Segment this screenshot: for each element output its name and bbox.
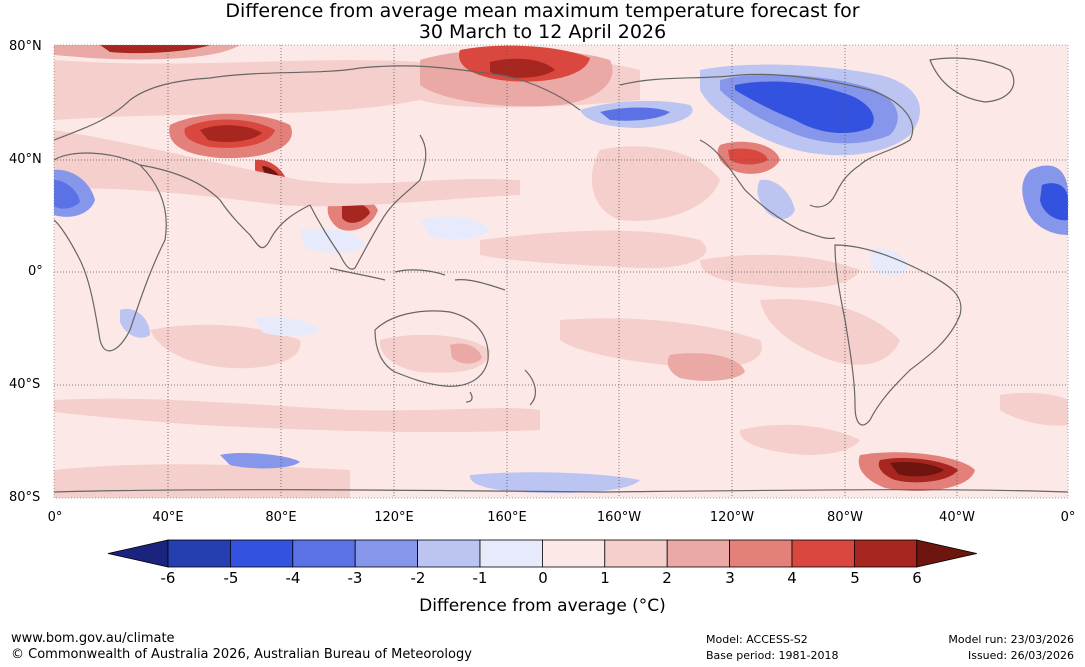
lon-label-40w: 40°W [939,510,975,525]
colorbar-segment [854,539,918,568]
lon-label-0-left: 0° [47,510,63,525]
lon-label-160e: 160°E [487,510,527,525]
colorbar-tick: 1 [600,569,610,587]
map-title-line2: 30 March to 12 April 2026 [418,21,667,43]
footer-issued: Issued: 26/03/2026 [967,649,1074,662]
footer-copyright: © Commonwealth of Australia 2026, Austra… [11,647,472,662]
colorbar-segment [229,539,294,568]
colorbar-arrow-high [916,539,977,568]
colorbar-segment [479,539,543,568]
graticule [54,45,1068,498]
lon-label-80w: 80°W [827,510,863,525]
footer-model: Model: ACCESS-S2 [706,633,808,646]
colorbar-tick: 6 [912,569,922,587]
colorbar-tick: -5 [223,569,239,587]
lon-label-160w: 160°W [596,510,642,525]
lat-label-0: 0° [28,264,43,279]
colorbar-tick: 5 [850,569,860,587]
colorbar-segment [354,539,419,568]
colorbar-segment [417,539,481,568]
colorbar-tick: -2 [410,569,426,587]
colorbar [107,539,977,568]
colorbar-tick: 4 [787,569,797,587]
lat-label-80n: 80°N [9,39,42,54]
colorbar-tick: 0 [538,569,548,587]
lat-label-40s: 40°S [9,377,41,392]
colorbar-segment [729,539,793,568]
colorbar-tick: 2 [662,569,672,587]
map-title-line1: Difference from average mean maximum tem… [225,0,860,22]
colorbar-tick: -1 [472,569,488,587]
footer-model-run: Model run: 23/03/2026 [948,633,1074,646]
colorbar-tick: -6 [160,569,176,587]
lon-label-120e: 120°E [374,510,414,525]
lon-label-40e: 40°E [152,510,184,525]
colorbar-label: Difference from average (°C) [419,596,666,616]
colorbar-segment [542,539,606,568]
colorbar-segment [791,539,855,568]
map-frame [53,44,1069,499]
footer-website: www.bom.gov.au/climate [11,631,175,646]
colorbar-tick: -3 [347,569,363,587]
colorbar-segment [666,539,731,568]
lon-label-120w: 120°W [709,510,755,525]
colorbar-segment [167,539,231,568]
colorbar-tick: 3 [725,569,735,587]
colorbar-segment [604,539,668,568]
lon-label-80e: 80°E [265,510,297,525]
colorbar-arrow-low [107,539,169,568]
footer-base-period: Base period: 1981-2018 [706,649,839,662]
lat-label-80s: 80°S [9,490,41,505]
colorbar-tick: -4 [285,569,301,587]
lat-label-40n: 40°N [9,152,42,167]
colorbar-segment [292,539,356,568]
lon-label-0-right: 0° [1060,510,1076,525]
